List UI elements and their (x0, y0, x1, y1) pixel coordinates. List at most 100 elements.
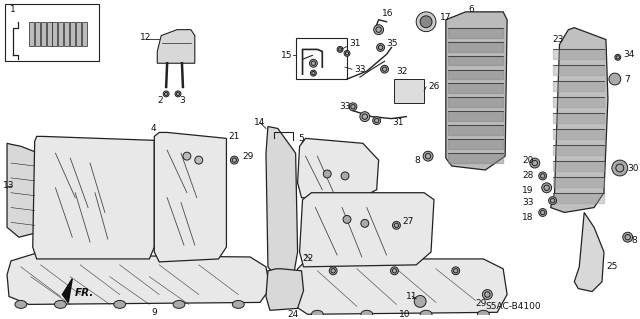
Text: 24: 24 (287, 310, 298, 319)
Polygon shape (552, 145, 604, 155)
Ellipse shape (232, 300, 244, 308)
Bar (35, 22, 40, 47)
Text: 34: 34 (624, 50, 635, 59)
Ellipse shape (360, 112, 370, 122)
Ellipse shape (377, 43, 385, 51)
Text: FR.: FR. (76, 287, 95, 298)
Polygon shape (552, 193, 604, 203)
Text: 17: 17 (440, 13, 451, 22)
Polygon shape (7, 143, 43, 237)
Ellipse shape (420, 310, 432, 318)
Polygon shape (266, 127, 298, 279)
Polygon shape (157, 30, 195, 63)
Polygon shape (552, 81, 604, 91)
Polygon shape (446, 12, 507, 170)
Ellipse shape (390, 267, 399, 275)
Text: 5: 5 (299, 134, 305, 143)
Text: S5AC-B4100: S5AC-B4100 (485, 302, 541, 311)
Ellipse shape (420, 16, 432, 28)
Ellipse shape (483, 290, 492, 300)
Ellipse shape (329, 267, 337, 275)
Text: 35: 35 (387, 39, 398, 48)
Bar (29, 22, 34, 47)
Text: 33: 33 (354, 65, 365, 74)
Bar (82, 22, 87, 47)
Ellipse shape (541, 183, 552, 193)
Text: 20: 20 (522, 156, 533, 165)
Ellipse shape (530, 158, 540, 168)
Text: 29: 29 (243, 152, 253, 161)
Ellipse shape (54, 300, 67, 308)
Ellipse shape (343, 215, 351, 223)
Polygon shape (552, 161, 604, 171)
Polygon shape (448, 139, 503, 149)
Text: 11: 11 (406, 292, 418, 301)
Ellipse shape (173, 300, 185, 308)
Text: 25: 25 (606, 262, 618, 271)
Polygon shape (552, 177, 604, 187)
Polygon shape (552, 49, 604, 59)
Ellipse shape (609, 73, 621, 85)
Polygon shape (448, 97, 503, 107)
Ellipse shape (230, 156, 238, 164)
Ellipse shape (15, 300, 27, 308)
Polygon shape (448, 125, 503, 135)
Ellipse shape (323, 170, 331, 178)
Text: 18: 18 (522, 213, 533, 222)
Ellipse shape (341, 172, 349, 180)
Polygon shape (448, 111, 503, 121)
Ellipse shape (623, 232, 632, 242)
Bar (296, 38, 347, 79)
Text: 10: 10 (399, 310, 410, 319)
Ellipse shape (312, 310, 323, 318)
Ellipse shape (361, 310, 372, 318)
Polygon shape (448, 28, 503, 38)
Ellipse shape (539, 172, 547, 180)
Bar (76, 22, 81, 47)
Polygon shape (574, 212, 604, 292)
Ellipse shape (381, 65, 388, 73)
Polygon shape (448, 56, 503, 65)
Polygon shape (448, 70, 503, 79)
Polygon shape (266, 269, 303, 310)
Ellipse shape (372, 117, 381, 124)
Polygon shape (552, 97, 604, 107)
Polygon shape (552, 113, 604, 123)
Text: 31: 31 (349, 39, 360, 48)
Text: 28: 28 (522, 171, 533, 181)
Text: 21: 21 (228, 132, 240, 141)
Text: 13: 13 (3, 181, 15, 190)
Text: 31: 31 (392, 118, 404, 127)
Ellipse shape (337, 47, 343, 52)
Bar (5, 4, 99, 61)
Text: 9: 9 (152, 308, 157, 317)
Text: 12: 12 (140, 33, 151, 42)
Ellipse shape (310, 70, 316, 76)
Ellipse shape (344, 50, 350, 56)
Polygon shape (552, 129, 604, 139)
Polygon shape (300, 193, 434, 267)
Polygon shape (448, 153, 503, 163)
Ellipse shape (615, 54, 621, 60)
Ellipse shape (416, 12, 436, 32)
Text: 8: 8 (414, 156, 420, 165)
Ellipse shape (392, 221, 401, 229)
Bar (47, 22, 51, 47)
Text: 3: 3 (179, 96, 185, 105)
Text: 27: 27 (403, 217, 413, 226)
Text: 29: 29 (476, 299, 487, 308)
Ellipse shape (310, 59, 317, 67)
Polygon shape (552, 65, 604, 75)
Polygon shape (448, 84, 503, 93)
Ellipse shape (612, 160, 628, 176)
Polygon shape (33, 137, 154, 259)
Text: 4: 4 (150, 124, 156, 133)
Bar (40, 22, 45, 47)
Text: 8: 8 (632, 236, 637, 245)
Ellipse shape (423, 151, 433, 161)
Ellipse shape (195, 156, 203, 164)
Ellipse shape (183, 152, 191, 160)
Bar (65, 22, 69, 47)
Text: 33: 33 (522, 198, 533, 207)
Ellipse shape (539, 209, 547, 216)
